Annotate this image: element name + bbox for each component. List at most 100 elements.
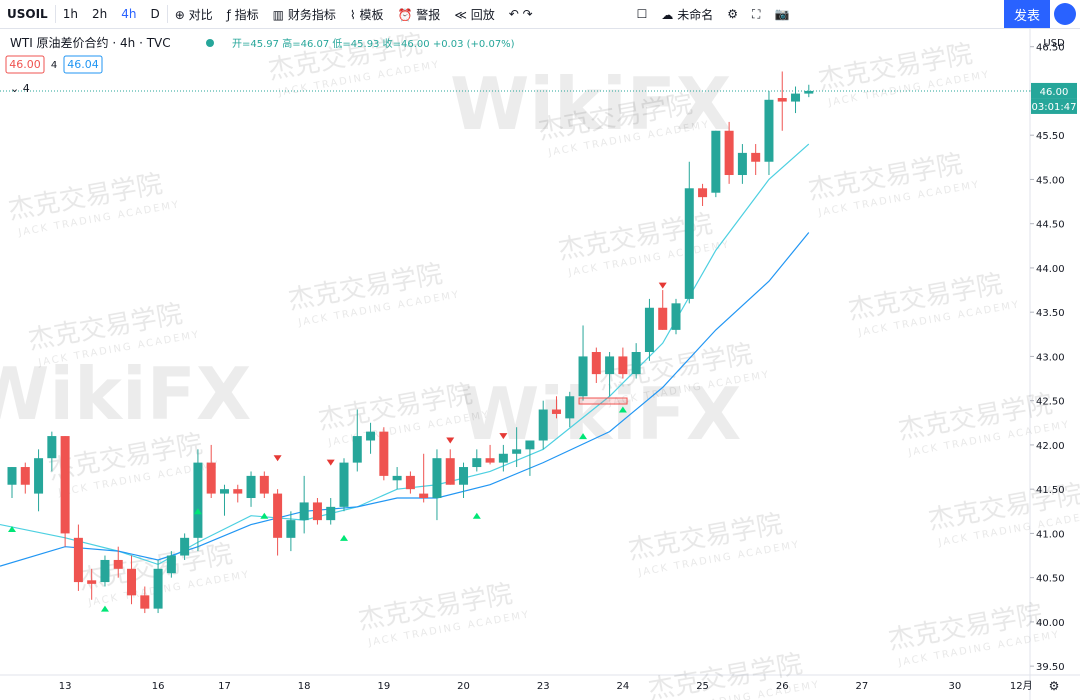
candle-body <box>286 520 296 538</box>
watermark-logo: WikiFX <box>0 352 251 436</box>
candle-body <box>698 188 708 198</box>
publish-button[interactable]: 发表 <box>1004 0 1050 28</box>
buy-arrow <box>260 512 269 519</box>
candle-body <box>459 467 469 485</box>
fullscreen[interactable]: ⛶ <box>752 6 761 21</box>
time-tick-label: 25 <box>696 681 709 692</box>
interval[interactable]: 2h <box>91 7 108 21</box>
candle-body <box>737 152 747 176</box>
time-tick-label: 26 <box>776 681 789 692</box>
candle-body <box>525 440 535 450</box>
plot: 39.50 40.00 40.50 41.00 41.50 42.00 42.50 43.00… <box>0 43 1077 693</box>
button[interactable]: ƒ 指标 <box>226 7 259 22</box>
ask-box[interactable] <box>63 55 103 74</box>
interval[interactable]: D <box>150 7 160 21</box>
time-axis-settings: ⚙ <box>1049 679 1060 693</box>
settings[interactable]: ⚙ <box>727 7 739 21</box>
candle-body <box>87 580 97 584</box>
candle-body <box>20 467 30 485</box>
button-label: 指标 <box>234 7 259 22</box>
candle-body <box>551 409 561 414</box>
price-tick-label: 39.50 <box>1036 662 1065 673</box>
watermark-logo: WikiFX <box>460 372 741 456</box>
button[interactable]: ≪ 回放 <box>454 7 495 22</box>
candle-body <box>565 396 575 419</box>
legend-close: 收=46.00 <box>383 37 430 50</box>
button[interactable]: ⌇ 模板 <box>349 7 384 22</box>
candle-body <box>166 555 176 574</box>
candle-body <box>605 356 615 375</box>
interval[interactable]: 1h <box>62 7 78 21</box>
legend-open: 开=45.97 <box>232 39 279 50</box>
indicator-toggle[interactable]: ⌄ 4 <box>10 82 30 95</box>
interval[interactable]: 4h <box>121 7 137 21</box>
candle-body <box>140 595 150 609</box>
button-label: 财务指标 <box>287 7 336 22</box>
time-tick-label: 30 <box>949 681 962 692</box>
candle-body <box>366 431 376 441</box>
price-tick-label: 42.50 <box>1036 397 1065 408</box>
time-tick-label: 17 <box>218 681 231 692</box>
button[interactable]: ▥ 财务指标 <box>272 7 336 22</box>
candle-body <box>7 467 17 485</box>
bid: 46.00 <box>9 58 41 71</box>
price-tick-label: 41.00 <box>1036 529 1065 540</box>
price-tick-label: 43.00 <box>1036 352 1065 363</box>
time-tick-label: 20 <box>457 681 470 692</box>
candle-body <box>445 458 455 485</box>
time-tick-label: 13 <box>59 681 72 692</box>
layout-name-label: 未命名 <box>677 7 714 22</box>
button[interactable]: ⏰ 警报 <box>397 7 441 22</box>
buy-arrow <box>579 433 588 440</box>
candle-body <box>804 90 814 94</box>
candle-body <box>618 356 628 375</box>
candle-body <box>127 568 137 596</box>
button-label: 模板 <box>359 7 384 22</box>
candle-body <box>206 462 216 494</box>
buy-arrow <box>100 605 109 612</box>
layout-checkbox[interactable]: ☐ <box>636 7 648 21</box>
candle-body <box>711 130 721 193</box>
candle-body <box>538 409 548 441</box>
candle-body <box>591 352 601 375</box>
buy-arrow <box>618 406 627 413</box>
price-tick-label: 44.50 <box>1036 220 1065 231</box>
price-tick-label: 40.00 <box>1036 618 1065 629</box>
legend-symbol: WTI 原油差价合约 <box>10 35 109 50</box>
separator <box>54 5 56 23</box>
candle-body <box>312 502 322 521</box>
candle-body <box>777 98 787 102</box>
candle-body <box>644 307 654 352</box>
spread: 4 <box>51 60 57 71</box>
candle-body <box>658 307 668 330</box>
candle-body <box>379 431 389 476</box>
candle-body <box>485 458 495 463</box>
layout-name[interactable]: ☁ 未命名 <box>661 7 714 22</box>
candle-body <box>233 489 243 494</box>
bid-box[interactable] <box>5 55 45 74</box>
price-tick-label: 45.00 <box>1036 175 1065 186</box>
candle-body <box>100 559 110 583</box>
play-button[interactable] <box>1054 3 1076 25</box>
candle-body <box>392 475 402 481</box>
button-label: 警报 <box>416 7 441 22</box>
buy-arrow <box>340 534 348 541</box>
candle-body <box>751 152 761 162</box>
sell-arrow <box>658 282 667 289</box>
snapshot[interactable]: 📷 <box>774 7 790 21</box>
symbol[interactable]: USOIL <box>7 7 48 21</box>
candle-body <box>73 537 83 583</box>
time-tick-label: 18 <box>298 681 311 692</box>
separator <box>166 5 168 23</box>
time-tick-label: 24 <box>617 681 630 692</box>
candle-body <box>339 462 349 507</box>
moving-average <box>0 232 810 567</box>
undo[interactable]: ↶ ↷ <box>508 7 533 21</box>
button[interactable]: ⊕ 对比 <box>174 7 213 22</box>
candle-body <box>631 352 641 375</box>
